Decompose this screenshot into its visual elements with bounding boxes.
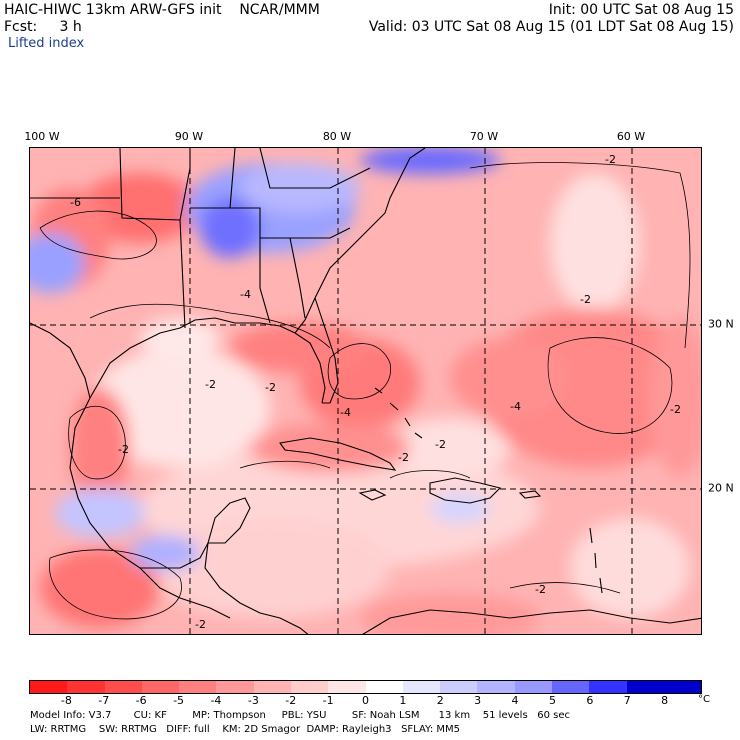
colorbar-segment: [663, 681, 702, 693]
colorbar-tick-label: -1: [322, 694, 334, 707]
contour-labels: -2 -2 -2 -4 -4 -6 -2 -2 -4 -2 -2 -2 -2 -…: [70, 153, 681, 631]
colorbar-tick-label: 8: [661, 694, 669, 707]
contour-label: -4: [240, 288, 251, 301]
coastlines: [30, 148, 701, 634]
colorbar-unit: °C: [698, 694, 710, 705]
colorbar-tick-label: -8: [60, 694, 72, 707]
colorbar-segment: [440, 681, 478, 693]
valid-time: Valid: 03 UTC Sat 08 Aug 15 (01 LDT Sat …: [368, 19, 734, 35]
contour-label: -2: [195, 618, 206, 631]
colorbar-tick-label: 3: [474, 694, 482, 707]
model-title: HAIC-HIWC 13km ARW-GFS init: [4, 2, 222, 18]
contour-label: -2: [398, 451, 409, 464]
colorbar-tick-label: -3: [247, 694, 259, 707]
contour-label: -2: [118, 443, 129, 456]
colorbar-segment: [551, 681, 590, 693]
graticule: [30, 148, 701, 634]
contour-label: -4: [340, 406, 351, 419]
colorbar-tick-label: 0: [362, 694, 369, 707]
colorbar-tick-label: -2: [285, 694, 297, 707]
colorbar-tick-label: 2: [436, 694, 444, 707]
colorbar-segment: [477, 681, 515, 693]
colorbar-tick-label: 1: [399, 694, 407, 707]
colorbar-segment: [67, 681, 105, 693]
contour-label: -6: [70, 196, 81, 209]
colorbar-segment: [589, 681, 627, 693]
colorbar-segment: [141, 681, 180, 693]
lon-label-90w: 90 W: [174, 130, 204, 143]
physics-info-line: LW: RRTMG SW: RRTMG DIFF: full KM: 2D Sm…: [30, 724, 460, 735]
colorbar-tick-label: -7: [98, 694, 110, 707]
model-info-line: Model Info: V3.7 CU: KF MP: Thompson PBL…: [30, 710, 570, 721]
colorbar-tick-label: -5: [173, 694, 185, 707]
colorbar-segment: [179, 681, 217, 693]
lon-label-80w: 80 W: [322, 130, 352, 143]
colorbar-segment: [290, 681, 329, 693]
colorbar-tick-label: -6: [135, 694, 147, 707]
contour-label: -2: [535, 583, 546, 596]
colorbar-segment: [104, 681, 142, 693]
colorbar-segment: [626, 681, 664, 693]
org-label: NCAR/MMM: [239, 2, 320, 18]
contour-label: -2: [605, 153, 616, 166]
lat-label-30n: 30 N: [708, 317, 734, 331]
colorbar-tick-label: 7: [623, 694, 631, 707]
colorbar-tick-label: 4: [511, 694, 519, 707]
colorbar-tick-label: 5: [548, 694, 556, 707]
contour-label: -2: [670, 403, 681, 416]
field-shading: [30, 148, 701, 634]
colorbar-segment: [253, 681, 291, 693]
colorbar-tick-label: 6: [586, 694, 594, 707]
forecast-hours: 3 h: [59, 19, 82, 35]
contour-label: -2: [435, 438, 446, 451]
contours: [39, 162, 691, 620]
colorbar-segment: [216, 681, 254, 693]
forecast-line: Fcst: 3 h: [4, 19, 82, 35]
lon-label-70w: 70 W: [469, 130, 499, 143]
colorbar-segment: [514, 681, 552, 693]
colorbar-segment: [328, 681, 366, 693]
lifted-index-map: -2 -2 -2 -4 -4 -6 -2 -2 -4 -2 -2 -2 -2 -…: [29, 147, 702, 635]
lon-label-60w: 60 W: [616, 130, 646, 143]
contour-label: -2: [265, 381, 276, 394]
field-name: Lifted index: [8, 36, 85, 51]
colorbar: [29, 680, 702, 694]
lat-label-20n: 20 N: [708, 481, 734, 495]
colorbar-segment: [365, 681, 403, 693]
colorbar-segment: [30, 681, 68, 693]
forecast-label: Fcst:: [4, 19, 38, 35]
lon-label-100w: 100 W: [24, 130, 60, 143]
contour-label: -2: [580, 293, 591, 306]
contour-label: -2: [205, 378, 216, 391]
title-line: HAIC-HIWC 13km ARW-GFS init NCAR/MMM: [4, 2, 320, 18]
map-canvas: -2 -2 -2 -4 -4 -6 -2 -2 -4 -2 -2 -2 -2 -…: [30, 148, 701, 634]
init-time: Init: 00 UTC Sat 08 Aug 15: [548, 2, 734, 18]
colorbar-tick-label: -4: [210, 694, 222, 707]
colorbar-segment: [402, 681, 441, 693]
contour-label: -4: [510, 400, 521, 413]
